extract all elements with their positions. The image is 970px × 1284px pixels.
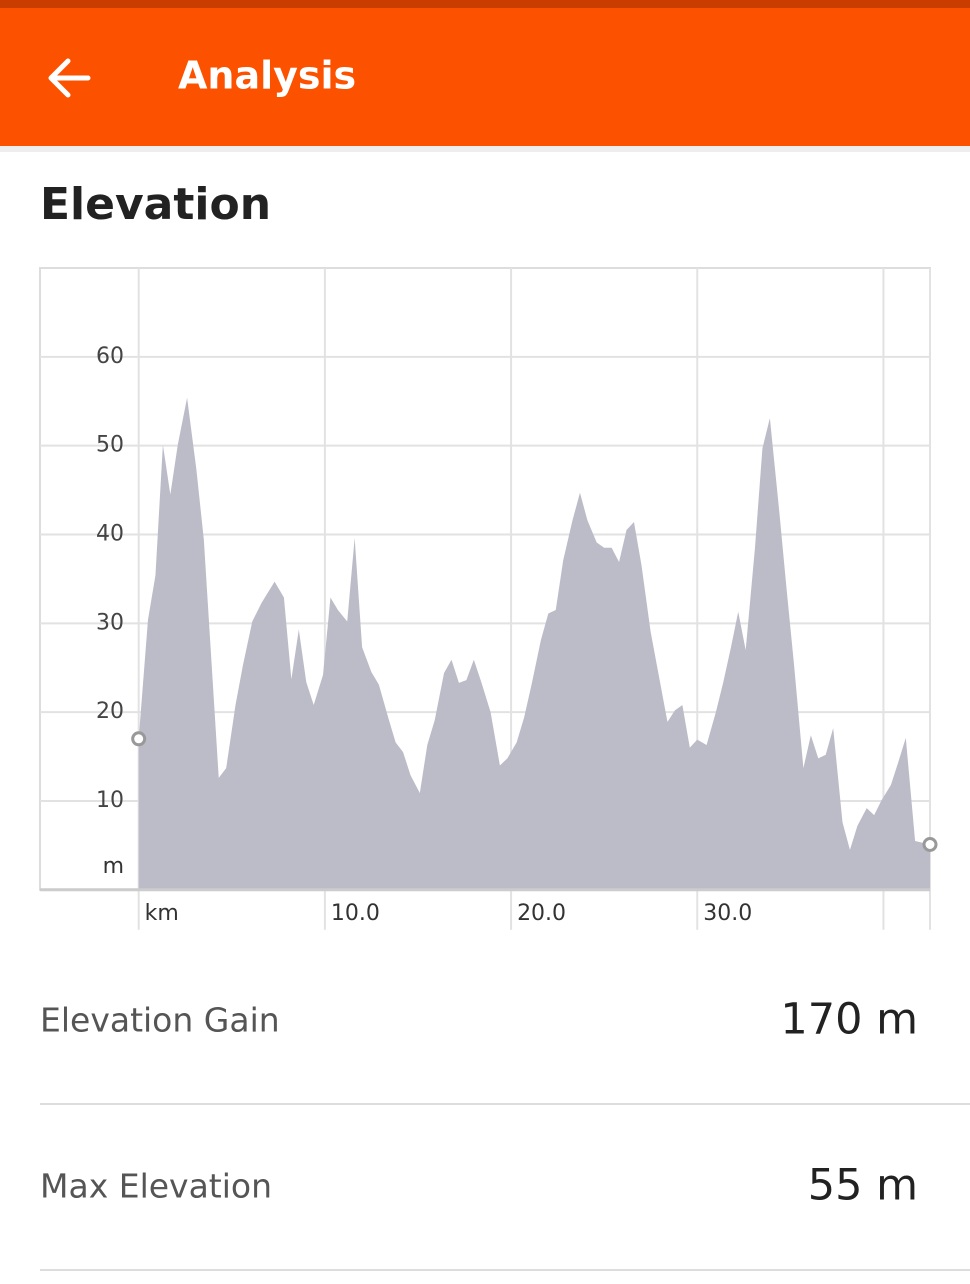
x-unit-label: km [145,901,179,926]
endpoint-marker [131,731,147,747]
x-tick-label: 20.0 [517,901,566,926]
y-unit-label: m [103,854,124,879]
app-title: Analysis [178,54,356,98]
y-tick-label: 50 [96,433,124,458]
stat-label: Elevation Gain [40,1001,280,1040]
y-tick-label: 40 [96,521,124,546]
status-strip [0,0,970,8]
app-bar-shadow [0,146,970,152]
elevation-area [138,397,930,890]
y-tick-label: 30 [96,610,124,635]
y-tick-label: 20 [96,699,124,724]
x-tick-label: 10.0 [331,901,380,926]
back-arrow [48,58,91,98]
back-button[interactable] [48,58,91,98]
app-bar [0,0,970,146]
stat-label: Max Elevation [40,1167,272,1206]
y-tick-label: 10 [96,788,124,813]
endpoint-marker [922,836,938,852]
stat-value: 55 m [808,1161,918,1211]
stats: Elevation Gain 170 m Max Elevation 55 m [40,995,970,1271]
section-title: Elevation [40,179,271,230]
stat-value: 170 m [780,995,918,1045]
y-tick-label: 60 [96,344,124,369]
x-tick-label: 30.0 [703,901,752,926]
elevation-chart: 10 20 30 40 50 60 10.0 20.0 30.0 kmm [39,267,938,930]
